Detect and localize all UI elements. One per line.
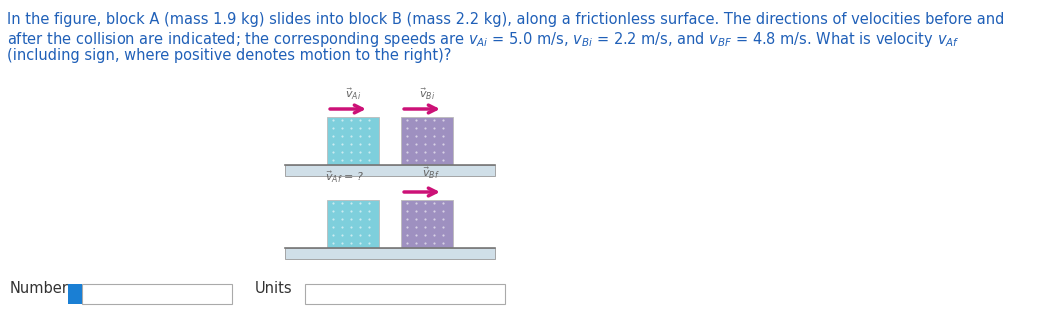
Text: $\vec{v}_{Ai}$: $\vec{v}_{Ai}$ <box>345 87 362 102</box>
Text: Units: Units <box>255 281 293 296</box>
Bar <box>285 165 495 176</box>
Bar <box>401 117 453 165</box>
Text: ∨: ∨ <box>489 289 497 299</box>
Bar <box>285 248 495 259</box>
Text: $\vec{v}_{Bi}$: $\vec{v}_{Bi}$ <box>419 87 435 102</box>
Text: i: i <box>73 287 77 300</box>
Text: $\vec{v}_{Bf}$: $\vec{v}_{Bf}$ <box>422 166 439 181</box>
Text: (including sign, where positive denotes motion to the right)?: (including sign, where positive denotes … <box>7 48 451 63</box>
Text: Number: Number <box>10 281 69 296</box>
Text: after the collision are indicated; the corresponding speeds are $v_{Ai}$ = 5.0 m: after the collision are indicated; the c… <box>7 30 960 49</box>
Bar <box>327 117 379 165</box>
Text: In the figure, block A (mass 1.9 kg) slides into block B (mass 2.2 kg), along a : In the figure, block A (mass 1.9 kg) sli… <box>7 12 1005 27</box>
Bar <box>327 200 379 248</box>
Text: $\vec{v}_{Af}$ = ?: $\vec{v}_{Af}$ = ? <box>325 169 365 185</box>
Bar <box>401 200 453 248</box>
